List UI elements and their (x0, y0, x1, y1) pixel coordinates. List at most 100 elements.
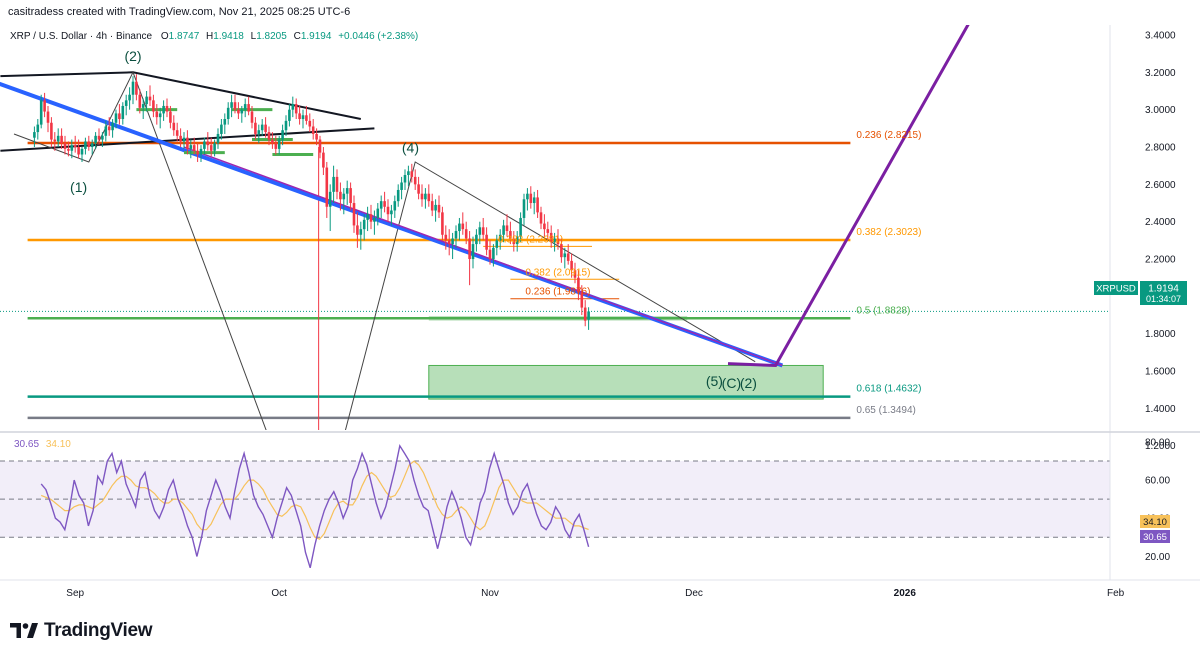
candle-body (539, 212, 543, 224)
candle-body (522, 199, 526, 218)
candle-body (325, 167, 329, 207)
candle-body (233, 102, 237, 110)
candle-body (226, 107, 230, 120)
open-value: 1.8747 (169, 31, 200, 42)
candle-body (162, 105, 165, 114)
candle-body (175, 130, 179, 136)
candle-body (328, 191, 332, 207)
candle-body (305, 115, 308, 121)
candle-body (583, 307, 587, 321)
chart-title: XRP / U.S. Dollar · 4h · Binance O1.8747… (10, 31, 418, 42)
candle-body (84, 141, 87, 149)
candle-body (444, 234, 448, 241)
change-value: +0.0446 (+2.38%) (338, 31, 418, 42)
candle-body (335, 176, 339, 192)
candle-body (515, 236, 519, 245)
candle-body (118, 113, 121, 120)
candle-body (67, 148, 70, 151)
candle-body (464, 229, 468, 239)
candle-body (492, 247, 495, 260)
candle-body (223, 119, 227, 125)
candle-body (349, 188, 352, 204)
candle-body (90, 143, 94, 148)
price-tick-label: 3.4000 (1145, 31, 1176, 42)
candle-body (80, 148, 84, 155)
candle-body (475, 234, 478, 245)
candle-body (141, 104, 145, 108)
candle-body (536, 197, 539, 213)
candle-body (60, 135, 63, 144)
wave-label: (4) (402, 140, 419, 156)
candle-body (505, 225, 509, 232)
symbol-title: XRP / U.S. Dollar · 4h · Binance (10, 31, 153, 42)
candle-body (407, 171, 410, 176)
candle-body (434, 204, 437, 211)
candle-body (396, 189, 400, 202)
candle-body (301, 115, 305, 120)
candle-body (56, 135, 60, 142)
tradingview-logo[interactable]: TradingView (10, 620, 153, 642)
candle-body (264, 124, 267, 133)
candle-body (318, 139, 322, 153)
candle-body (209, 145, 213, 151)
symbol-badge-text: XRPUSD (1096, 284, 1136, 295)
candle-body (488, 249, 492, 260)
low-label: L (251, 31, 257, 42)
candle-body (417, 184, 420, 194)
candle-body (36, 124, 40, 133)
candle-body (410, 171, 414, 177)
rsi-value-badge-text: 30.65 (1143, 532, 1167, 543)
candle-body (345, 188, 349, 194)
candle-body (424, 193, 427, 200)
price-tick-label: 2.6000 (1145, 180, 1176, 191)
candle-body (257, 130, 261, 134)
candle-body (39, 100, 43, 125)
candle-body (376, 208, 380, 218)
candle-body (298, 113, 301, 120)
candle-body (393, 201, 397, 211)
candle-body (97, 135, 101, 140)
rsi-legend-ma: 34.10 (46, 439, 71, 450)
high-value: 1.9418 (213, 31, 244, 42)
candle-body (566, 253, 570, 261)
candle-body (352, 203, 356, 226)
candle-body (179, 135, 182, 142)
candle-body (277, 139, 281, 149)
rsi-tick-label: 20.00 (1145, 552, 1170, 563)
candle-body (114, 113, 118, 123)
rsi-legend: 30.65 34.10 (14, 439, 71, 450)
candle-body (104, 126, 108, 136)
close-value: 1.9194 (301, 31, 332, 42)
candle-body (556, 238, 560, 245)
fib-level-label: 0.236 (2.8215) (856, 130, 921, 141)
candle-body (447, 240, 451, 245)
candle-body (107, 126, 111, 131)
candle-body (152, 100, 155, 112)
candle-body (155, 111, 159, 118)
candle-body (182, 137, 186, 142)
candle-body (454, 231, 458, 239)
candle-body (169, 111, 172, 123)
fib-level-label: 0.618 (1.4632) (856, 384, 921, 395)
candle-body (359, 229, 363, 235)
candle-body (553, 238, 556, 243)
candle-body (478, 227, 482, 235)
fib-level-label: 0.65 (1.3494) (856, 405, 916, 416)
candle-body (573, 270, 577, 278)
fib-level-label: 0.236 (1.9876) (525, 287, 590, 298)
candle-body (260, 124, 264, 131)
last-price-text: 1.9194 (1148, 284, 1179, 295)
candle-body (386, 206, 390, 215)
rsi-legend-value: 30.65 (14, 439, 39, 450)
candle-body (254, 122, 257, 134)
candle-body (577, 277, 580, 293)
candle-body (403, 175, 407, 183)
price-tick-label: 2.4000 (1145, 217, 1176, 228)
price-tick-label: 1.8000 (1145, 329, 1176, 340)
candle-body (308, 120, 312, 127)
fib-level-label: 0.382 (2.3023) (856, 227, 921, 238)
candle-body (70, 145, 74, 151)
price-tick-label: 1.4000 (1145, 404, 1176, 415)
rsi-ma-line (40, 460, 589, 540)
